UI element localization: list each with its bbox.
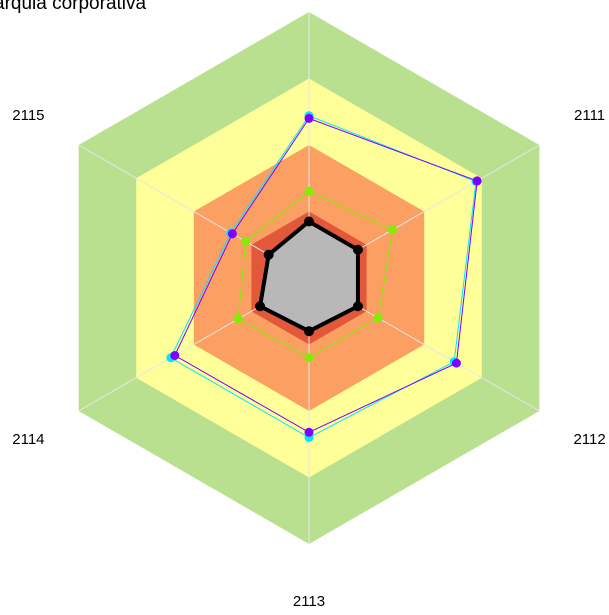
series-point — [227, 229, 237, 239]
series-point — [241, 236, 251, 246]
axis-label: 2115 — [12, 107, 44, 124]
series-point — [255, 301, 266, 312]
series-point — [263, 249, 274, 260]
series-point — [304, 326, 314, 337]
chart-title: arquia corporativa — [0, 0, 147, 14]
series-point — [352, 301, 363, 312]
axis-label: 2111 — [574, 107, 605, 124]
series-point — [170, 350, 180, 360]
series-point — [352, 244, 363, 255]
axis-label: 2114 — [12, 431, 44, 448]
series-point — [472, 176, 482, 186]
series-point — [304, 216, 314, 227]
series-point — [388, 225, 398, 235]
series-point — [451, 358, 461, 368]
series-point — [233, 314, 243, 324]
series-point — [304, 427, 314, 437]
axis-label: 2113 — [293, 593, 325, 610]
series-point — [304, 353, 314, 363]
series-point — [304, 113, 314, 123]
series-point — [304, 187, 314, 197]
axis-label: 2112 — [573, 431, 605, 448]
series-point — [373, 313, 383, 323]
